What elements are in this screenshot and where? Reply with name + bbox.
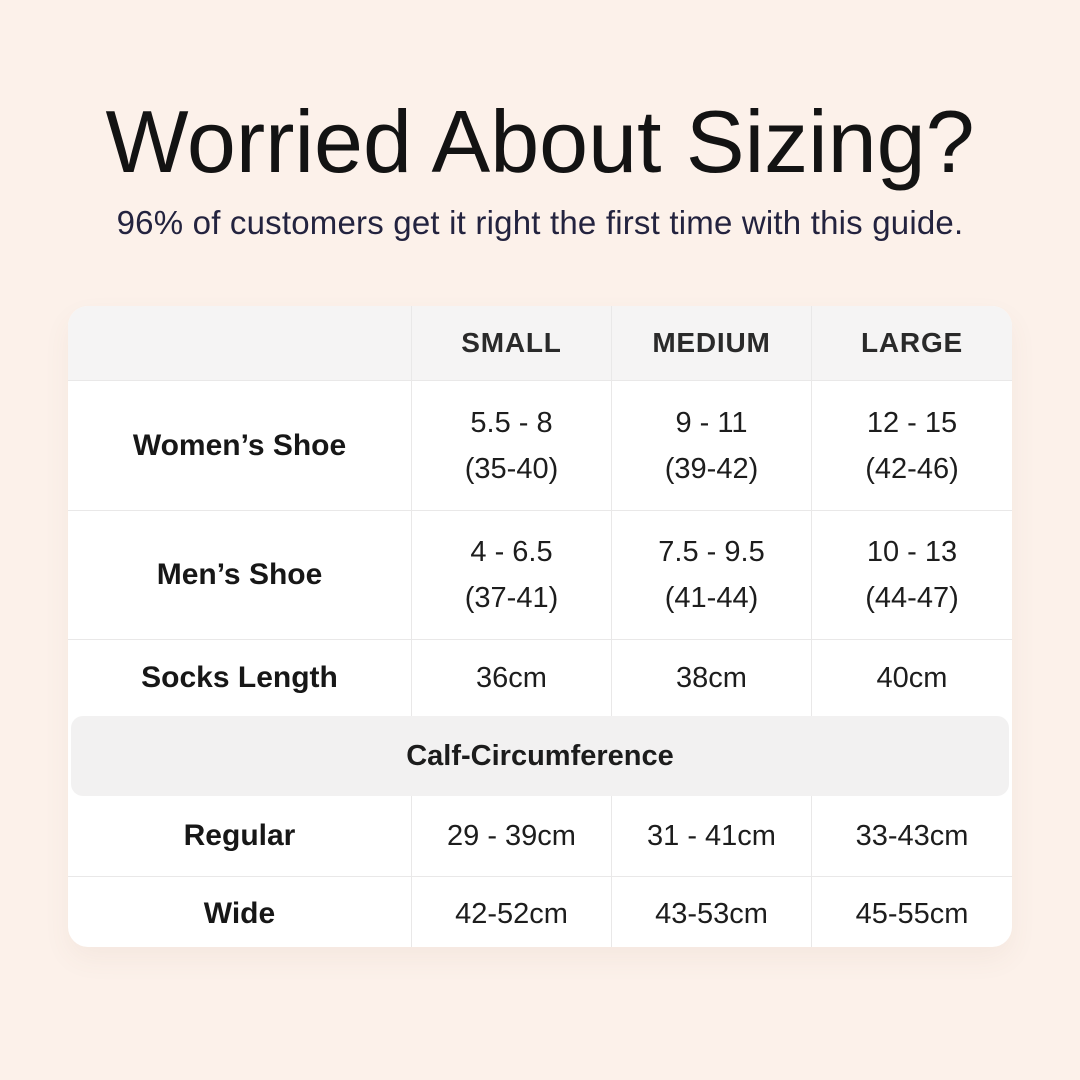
- corner-empty-cell: [68, 306, 411, 380]
- table-row-womens-shoe: Women’s Shoe 5.5 - 8 (35-40) 9 - 11 (39-…: [68, 380, 1012, 511]
- cell-wide-small: 42-52cm: [411, 877, 611, 948]
- row-label-regular: Regular: [183, 819, 296, 853]
- row-label-womens-shoe: Women’s Shoe: [132, 428, 347, 462]
- row-label-mens-shoe: Men’s Shoe: [156, 558, 323, 592]
- cell-regular-medium: 31 - 41cm: [611, 796, 811, 877]
- cell-regular-large: 33-43cm: [811, 796, 1012, 877]
- column-header-medium: MEDIUM: [611, 306, 811, 381]
- table-header-row: SMALL MEDIUM LARGE: [68, 306, 1012, 381]
- page-title: Worried About Sizing?: [105, 92, 975, 191]
- cell-mens-small: 4 - 6.5 (37-41): [411, 511, 611, 640]
- cell-socks-small: 36cm: [411, 640, 611, 717]
- row-label-socks-length: Socks Length: [141, 661, 338, 695]
- page-subtitle: 96% of customers get it right the first …: [116, 204, 964, 242]
- cell-socks-large: 40cm: [811, 640, 1012, 717]
- column-header-small: SMALL: [411, 306, 611, 381]
- cell-socks-medium: 38cm: [611, 640, 811, 717]
- section-header-calf-circumference: Calf-Circumference: [71, 716, 1009, 797]
- cell-wide-medium: 43-53cm: [611, 877, 811, 948]
- table-row-regular: Regular 29 - 39cm 31 - 41cm 33-43cm: [68, 796, 1012, 877]
- cell-wide-large: 45-55cm: [811, 877, 1012, 948]
- cell-mens-medium: 7.5 - 9.5 (41-44): [611, 511, 811, 640]
- size-chart-table: SMALL MEDIUM LARGE Women’s Shoe 5.5 - 8 …: [68, 306, 1012, 948]
- table-row-mens-shoe: Men’s Shoe 4 - 6.5 (37-41) 7.5 - 9.5 (41…: [68, 510, 1012, 640]
- column-header-large: LARGE: [811, 306, 1012, 381]
- cell-regular-small: 29 - 39cm: [411, 796, 611, 877]
- cell-womens-small: 5.5 - 8 (35-40): [411, 381, 611, 511]
- cell-womens-large: 12 - 15 (42-46): [811, 381, 1012, 511]
- table-row-wide: Wide 42-52cm 43-53cm 45-55cm: [68, 876, 1012, 948]
- cell-mens-large: 10 - 13 (44-47): [811, 511, 1012, 640]
- table-row-socks-length: Socks Length 36cm 38cm 40cm: [68, 639, 1012, 717]
- cell-womens-medium: 9 - 11 (39-42): [611, 381, 811, 511]
- row-label-wide: Wide: [203, 897, 276, 931]
